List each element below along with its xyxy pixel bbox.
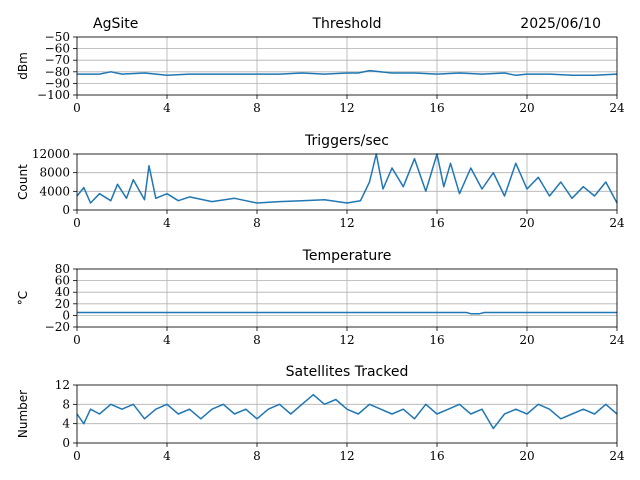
x-tick-label: 12 bbox=[339, 333, 354, 347]
x-tick-label: 24 bbox=[609, 449, 625, 463]
x-tick-label: 4 bbox=[163, 101, 171, 115]
y-tick-label: 60 bbox=[55, 274, 70, 288]
x-tick-label: 16 bbox=[429, 216, 444, 230]
y-tick-label: 20 bbox=[55, 297, 70, 311]
y-tick-label: 0 bbox=[62, 436, 70, 450]
y-tick-label: 4000 bbox=[39, 184, 70, 198]
y-tick-label: −80 bbox=[45, 65, 70, 79]
x-tick-label: 16 bbox=[429, 449, 444, 463]
y-tick-label: 12000 bbox=[32, 147, 70, 161]
y-tick-label: 8000 bbox=[39, 166, 70, 180]
y-tick-label: −70 bbox=[45, 53, 70, 67]
y-axis-label: dBm bbox=[16, 52, 30, 80]
y-tick-label: 0 bbox=[62, 308, 70, 322]
x-tick-label: 20 bbox=[519, 449, 534, 463]
y-tick-label: 80 bbox=[55, 262, 70, 276]
x-tick-label: 4 bbox=[163, 449, 171, 463]
y-axis-label: Number bbox=[16, 390, 30, 438]
x-tick-label: 24 bbox=[609, 333, 625, 347]
y-axis-label: °C bbox=[16, 291, 30, 305]
x-tick-label: 12 bbox=[339, 101, 354, 115]
x-tick-label: 24 bbox=[609, 101, 625, 115]
chart-panel-3: 0 4 8 12 16 20 24 0 4 8 12 Satellites Tracked Number bbox=[16, 364, 625, 463]
chart-title: Triggers/sec bbox=[304, 133, 389, 149]
x-tick-label: 8 bbox=[253, 101, 261, 115]
y-tick-label: −100 bbox=[37, 88, 70, 102]
x-tick-label: 20 bbox=[519, 101, 534, 115]
report-date: 2025/06/10 bbox=[520, 16, 601, 32]
series-line bbox=[76, 393, 618, 430]
x-tick-label: 20 bbox=[519, 216, 534, 230]
series-line bbox=[77, 311, 617, 315]
chart-title: Satellites Tracked bbox=[286, 364, 409, 380]
x-tick-label: 4 bbox=[163, 216, 171, 230]
x-tick-label: 24 bbox=[609, 216, 625, 230]
x-tick-label: 16 bbox=[429, 101, 444, 115]
y-tick-label: 40 bbox=[55, 285, 70, 299]
site-name: AgSite bbox=[93, 16, 138, 32]
x-tick-label: 0 bbox=[73, 333, 81, 347]
x-tick-label: 0 bbox=[73, 101, 81, 115]
y-tick-label: 12 bbox=[55, 378, 70, 392]
x-tick-label: 20 bbox=[519, 333, 534, 347]
x-tick-label: 8 bbox=[253, 216, 261, 230]
y-tick-label: −20 bbox=[45, 320, 70, 334]
chart-panel-1: 0 4 8 12 16 20 24 0 4000 8000 12000 Triggers/sec Cou… bbox=[16, 133, 625, 230]
y-tick-label: 8 bbox=[62, 397, 70, 411]
x-tick-label: 0 bbox=[73, 449, 81, 463]
y-tick-label: 4 bbox=[62, 417, 70, 431]
series-line bbox=[77, 69, 618, 77]
x-tick-label: 0 bbox=[73, 216, 81, 230]
chart-title: Temperature bbox=[302, 248, 392, 264]
x-tick-label: 16 bbox=[429, 333, 444, 347]
x-tick-label: 4 bbox=[163, 333, 171, 347]
y-tick-label: −90 bbox=[45, 76, 70, 90]
x-tick-label: 8 bbox=[253, 449, 261, 463]
y-tick-label: 0 bbox=[62, 203, 70, 217]
charts: 0 4 8 12 16 20 24 −100−90−80−70−60−50 Threshold d… bbox=[16, 16, 625, 463]
x-tick-label: 12 bbox=[339, 449, 354, 463]
x-tick-label: 8 bbox=[253, 333, 261, 347]
chart-panel-0: 0 4 8 12 16 20 24 −100−90−80−70−60−50 Threshold d… bbox=[16, 16, 625, 115]
y-axis-label: Count bbox=[16, 164, 30, 200]
chart-title: Threshold bbox=[312, 16, 382, 32]
y-tick-label: −50 bbox=[45, 30, 70, 44]
y-tick-label: −60 bbox=[45, 42, 70, 56]
x-tick-label: 12 bbox=[339, 216, 354, 230]
